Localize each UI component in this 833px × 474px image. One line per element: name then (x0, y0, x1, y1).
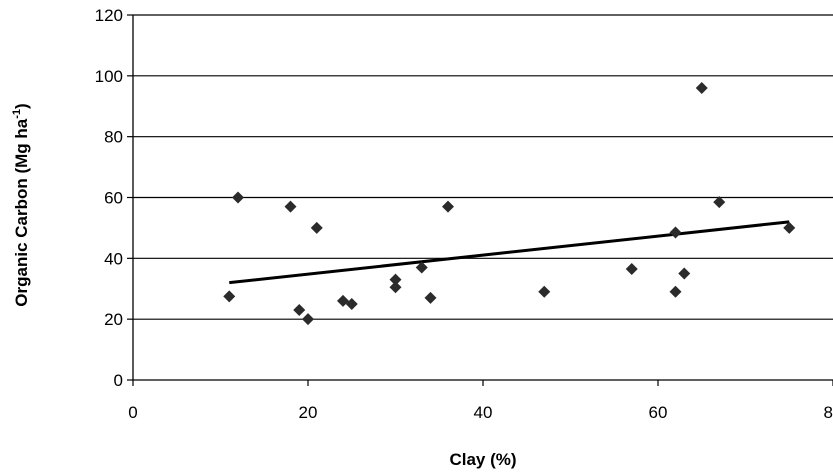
data-point (442, 200, 454, 213)
y-tick-label: 100 (95, 67, 123, 86)
data-point (424, 291, 437, 304)
data-point (669, 226, 682, 239)
x-tick-label: 8 (824, 403, 833, 422)
y-tick-label: 60 (104, 189, 123, 208)
data-point (223, 290, 236, 303)
data-point (389, 273, 402, 286)
x-tick-label: 60 (649, 403, 668, 422)
x-axis-title: Clay (%) (449, 450, 516, 469)
y-axis-title-end: ) (12, 103, 31, 109)
gridlines (133, 14, 833, 320)
data-point (669, 285, 682, 298)
data-point (678, 267, 691, 280)
y-axis-title-superscript: -1 (11, 109, 23, 119)
data-point (695, 82, 708, 94)
y-tick-label: 20 (104, 310, 123, 329)
y-tick-label: 40 (104, 249, 123, 268)
y-tick-label: 120 (95, 6, 123, 25)
data-point (232, 191, 244, 204)
data-point (415, 261, 428, 274)
data-point (345, 297, 358, 310)
y-tick-label: 0 (114, 371, 123, 390)
data-point (293, 304, 306, 317)
data-point (389, 281, 402, 294)
data-point (302, 313, 314, 326)
data-point (713, 196, 726, 209)
data-point (625, 262, 638, 275)
trend-line (229, 220, 790, 285)
y-axis-ticks: 0 20 40 60 80 100 120 (95, 6, 133, 390)
data-point (783, 221, 796, 234)
y-axis-title: Organic Carbon (Mg ha-1) (11, 103, 31, 306)
data-point (284, 200, 297, 213)
x-tick-label: 20 (299, 403, 318, 422)
x-tick-label: 40 (474, 403, 493, 422)
x-tick-label: 0 (128, 403, 137, 422)
x-axis-ticks: 0 20 40 60 8 (128, 380, 833, 422)
data-point (310, 221, 323, 234)
data-points (223, 82, 796, 326)
y-axis-title-main: Organic Carbon (Mg ha (12, 118, 31, 307)
data-point (538, 285, 551, 298)
y-tick-label: 80 (104, 128, 123, 147)
